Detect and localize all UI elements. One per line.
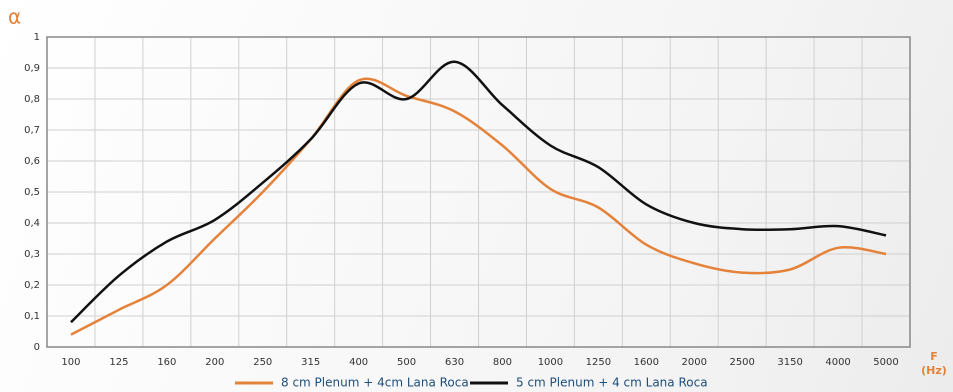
x-tick-label: 500 — [397, 357, 416, 368]
y-tick-label: 0 — [34, 342, 40, 353]
y-tick-label: 0,5 — [24, 187, 40, 198]
plot-frame — [46, 36, 911, 348]
y-tick-label: 0,1 — [24, 311, 40, 322]
series-line — [70, 77, 887, 336]
y-tick-label: 0,3 — [24, 249, 40, 260]
x-tick-label: 100 — [61, 357, 80, 368]
x-tick-label: 1600 — [634, 357, 659, 368]
x-tick-label: 2000 — [682, 357, 707, 368]
legend-label: 8 cm Plenum + 4cm Lana Roca — [281, 376, 469, 390]
y-axis-label: α — [8, 5, 21, 29]
x-tick-label: 630 — [445, 357, 464, 368]
x-tick-label: 800 — [493, 357, 512, 368]
x-tick-label: 4000 — [825, 357, 850, 368]
x-tick-label: 250 — [253, 357, 272, 368]
x-tick-label: 2500 — [729, 357, 754, 368]
y-tick-label: 0,8 — [24, 94, 40, 105]
y-tick-label: 0,4 — [24, 218, 40, 229]
x-tick-label: 125 — [109, 357, 128, 368]
x-tick-label: 5000 — [873, 357, 898, 368]
legend-label: 5 cm Plenum + 4 cm Lana Roca — [516, 376, 708, 390]
x-tick-label: 1000 — [538, 357, 563, 368]
y-tick-label: 0,2 — [24, 280, 40, 291]
x-tick-label: 3150 — [777, 357, 802, 368]
series-line — [70, 60, 887, 324]
y-tick-label: 0,9 — [24, 63, 40, 74]
x-tick-label: 1250 — [586, 357, 611, 368]
x-tick-label: 160 — [157, 357, 176, 368]
y-tick-label: 0,7 — [24, 125, 40, 136]
x-tick-label: 200 — [205, 357, 224, 368]
y-tick-label: 0,6 — [24, 156, 40, 167]
y-tick-label: 1 — [34, 32, 40, 43]
x-axis-label: F (Hz) — [921, 350, 947, 377]
x-tick-label: 315 — [301, 357, 320, 368]
x-tick-label: 400 — [349, 357, 368, 368]
